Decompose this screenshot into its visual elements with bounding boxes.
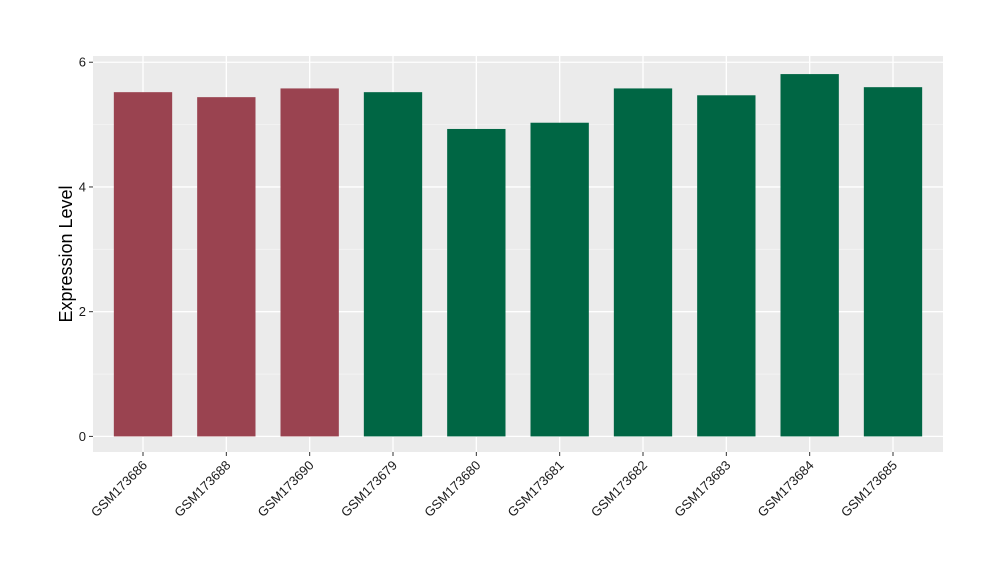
bar-GSM173681 <box>530 122 589 437</box>
bar-GSM173679 <box>363 92 423 437</box>
y-axis: 0 2 4 6 <box>79 55 93 444</box>
bar-GSM173690 <box>280 88 339 437</box>
bar-GSM173688 <box>197 97 256 437</box>
x-tick-label: GSM173683 <box>671 458 733 520</box>
y-tick-label: 6 <box>79 55 86 70</box>
y-tick-label: 0 <box>79 429 86 444</box>
bar-GSM173682 <box>613 88 673 437</box>
x-tick-label: GSM173688 <box>171 458 233 520</box>
x-axis: GSM173686 GSM173688 GSM173690 GSM173679 GSM1… <box>88 452 900 520</box>
x-tick-label: GSM173686 <box>88 458 150 520</box>
x-tick-label: GSM173684 <box>755 458 817 520</box>
y-axis-title: Expression Level <box>56 185 76 322</box>
x-tick-label: GSM173680 <box>421 458 483 520</box>
y-tick-label: 2 <box>79 304 86 319</box>
x-tick-label: GSM173685 <box>838 458 900 520</box>
bar-GSM173685 <box>863 87 923 437</box>
y-tick-label: 4 <box>79 179 86 194</box>
bar-GSM173683 <box>697 95 756 437</box>
bar-GSM173684 <box>780 74 839 437</box>
bar-layer <box>113 74 923 437</box>
x-tick-label: GSM173682 <box>588 458 650 520</box>
x-tick-label: GSM173681 <box>505 458 567 520</box>
x-tick-label: GSM173679 <box>338 458 400 520</box>
bar-GSM173680 <box>447 128 506 437</box>
x-tick-label: GSM173690 <box>255 458 317 520</box>
bar-GSM173686 <box>113 92 173 437</box>
